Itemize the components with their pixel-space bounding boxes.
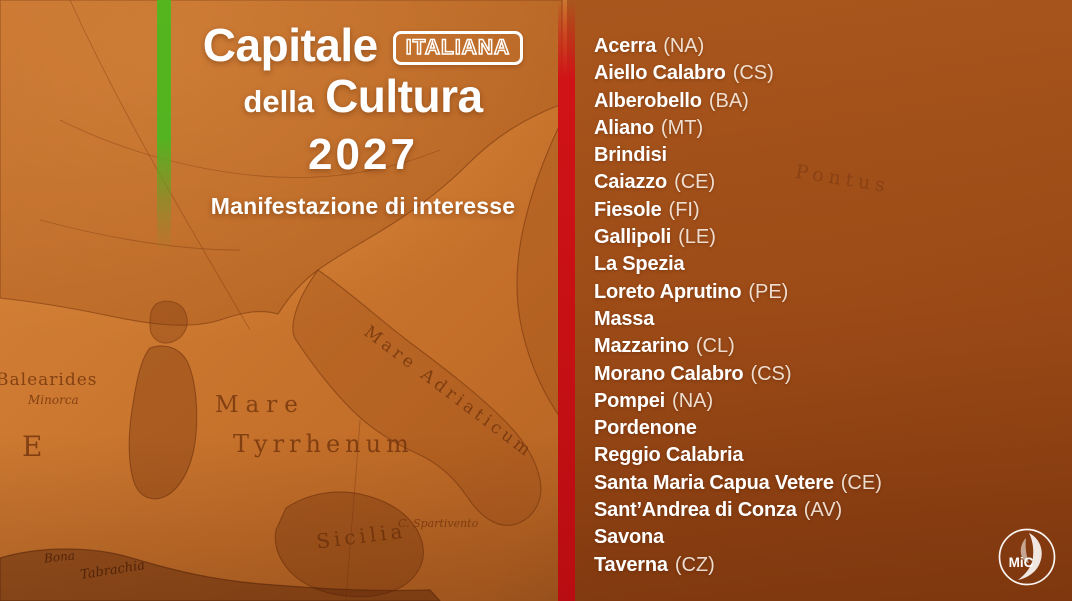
title-word-della: della bbox=[243, 84, 315, 119]
city-province: (NA) bbox=[672, 389, 714, 412]
city-province: (BA) bbox=[708, 89, 749, 112]
city-list-item: Fiesole (FI) bbox=[594, 197, 882, 224]
city-province: (CS) bbox=[732, 62, 774, 85]
map-label-letter-e: E bbox=[22, 430, 43, 463]
flag-green-stripe bbox=[157, 0, 171, 250]
city-name: Acerra bbox=[594, 35, 657, 57]
city-list-item: Massa bbox=[594, 306, 882, 333]
city-list-panel bbox=[567, 0, 1072, 601]
city-list-item: Alberobello (BA) bbox=[594, 88, 882, 115]
mic-logo-icon: MiC bbox=[998, 528, 1056, 586]
city-province: (CE) bbox=[674, 171, 716, 194]
city-list-item: Morano Calabro (CS) bbox=[594, 361, 882, 388]
city-name: Gallipoli bbox=[594, 226, 672, 249]
city-name: Pordenone bbox=[594, 417, 697, 440]
city-list-item: Pordenone bbox=[594, 415, 882, 442]
city-province: (CZ) bbox=[674, 553, 715, 576]
city-name: Fiesole bbox=[594, 198, 662, 221]
title-year: 2027 bbox=[308, 130, 418, 179]
city-list-item: Pompei (NA) bbox=[594, 388, 882, 415]
city-province: (MT) bbox=[660, 116, 704, 139]
flag-red-stripe bbox=[558, 0, 575, 601]
city-name: Pompei bbox=[594, 389, 666, 412]
city-province: (NA) bbox=[663, 35, 705, 57]
city-list-item: Sant’Andrea di Conza (AV) bbox=[594, 497, 882, 524]
mic-ministry-logo: MiC bbox=[996, 526, 1058, 593]
city-name: Sant’Andrea di Conza bbox=[594, 499, 797, 522]
city-list-item: Taverna (CZ) bbox=[594, 552, 882, 579]
city-list-item: Gallipoli (LE) bbox=[594, 224, 882, 251]
city-province: (CE) bbox=[840, 471, 882, 494]
city-province: (CS) bbox=[750, 362, 792, 385]
city-province: (LE) bbox=[678, 226, 716, 249]
city-province: (CL) bbox=[695, 335, 735, 358]
city-name: Brindisi bbox=[594, 144, 667, 167]
title-line-2: della Cultura bbox=[165, 73, 561, 120]
city-name: Taverna bbox=[594, 553, 668, 576]
city-list-item: Aiello Calabro (CS) bbox=[594, 60, 882, 87]
title-line-1: Capitale ITALIANA bbox=[165, 22, 561, 68]
city-name: Aiello Calabro bbox=[594, 62, 726, 85]
city-name: Aliano bbox=[594, 116, 654, 139]
city-name: Santa Maria Capua Vetere bbox=[594, 471, 834, 494]
city-list-item: Loreto Aprutino (PE) bbox=[594, 279, 882, 306]
city-list-item: Aliano (MT) bbox=[594, 115, 882, 142]
city-list-item: La Spezia bbox=[594, 251, 882, 278]
city-name: Alberobello bbox=[594, 89, 702, 112]
mic-logo-text: MiC bbox=[1009, 555, 1034, 570]
title-subtitle: Manifestazione di interesse bbox=[210, 193, 516, 219]
city-list-item: Savona bbox=[594, 524, 882, 551]
city-name: Mazzarino bbox=[594, 335, 689, 358]
city-name: Reggio Calabria bbox=[594, 444, 744, 467]
city-list-item: Mazzarino (CL) bbox=[594, 333, 882, 360]
city-name: Caiazzo bbox=[594, 171, 668, 194]
city-name: Massa bbox=[594, 307, 655, 330]
city-province: (FI) bbox=[668, 198, 700, 221]
city-list-item: Brindisi bbox=[594, 142, 882, 169]
italiana-outline-badge: ITALIANA bbox=[392, 31, 524, 66]
city-name: Loreto Aprutino bbox=[594, 280, 742, 303]
city-province: (AV) bbox=[803, 499, 843, 522]
city-list-item: Reggio Calabria bbox=[594, 442, 882, 469]
map-label-balearides: Balearides bbox=[0, 370, 98, 390]
city-name: Savona bbox=[594, 526, 664, 549]
title-block: Capitale ITALIANA della Cultura 2027 Man… bbox=[165, 22, 561, 220]
city-list-item: Santa Maria Capua Vetere (CE) bbox=[594, 470, 882, 497]
city-list: Acerra (NA) Aiello Calabro (CS) Alberobell… bbox=[594, 33, 882, 579]
map-label-mare: Mare bbox=[215, 392, 305, 418]
city-province: (PE) bbox=[748, 280, 789, 303]
city-list-item: Acerra (NA) bbox=[594, 33, 882, 60]
city-list-item: Caiazzo (CE) bbox=[594, 169, 882, 196]
city-name: Morano Calabro bbox=[594, 362, 744, 385]
title-word-cultura: Cultura bbox=[325, 70, 483, 122]
city-name: La Spezia bbox=[594, 253, 685, 276]
map-label-tyrrhenum: Tyrrhenum bbox=[233, 430, 414, 458]
map-label-minorca: Minorca bbox=[28, 393, 79, 407]
title-word-capitale: Capitale bbox=[202, 19, 378, 71]
map-label-spartivento: C. Spartivento bbox=[398, 517, 479, 530]
